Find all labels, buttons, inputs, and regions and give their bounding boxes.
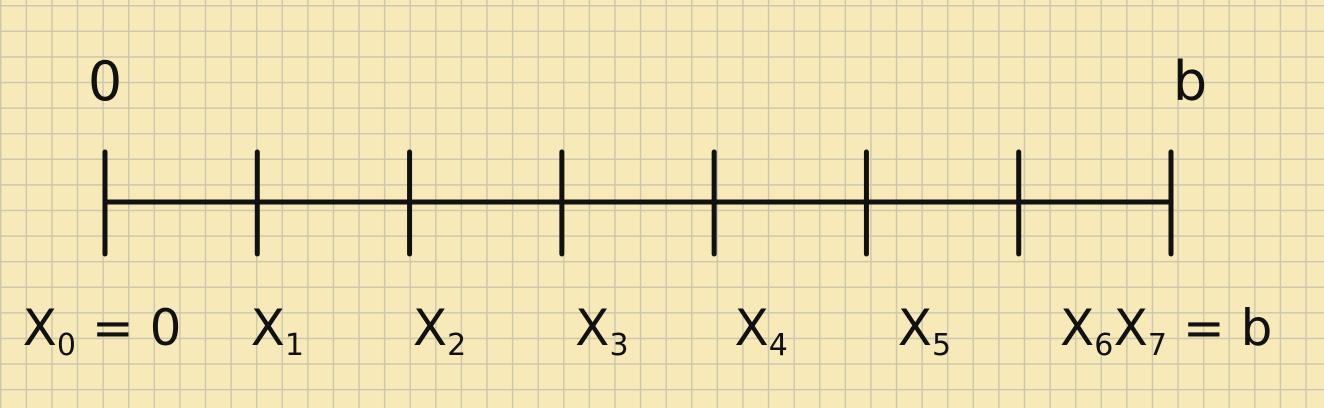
tick-marks	[102, 149, 1174, 257]
label-x2-subscript: 2	[447, 328, 466, 363]
label-x4-subscript: 4	[769, 328, 788, 363]
label-x2: X2	[413, 299, 466, 363]
label-x3-name: X	[575, 299, 609, 357]
label-x6-subscript: 6	[1094, 328, 1113, 363]
label-x4: X4	[734, 299, 787, 363]
label-x7-name: X	[1114, 299, 1148, 357]
label-x2-name: X	[413, 299, 447, 357]
label-x5-subscript: 5	[932, 328, 951, 363]
label-x0: X0 = 0	[23, 299, 182, 363]
label-x6-name: X	[1060, 299, 1094, 357]
label-x3: X3	[575, 299, 628, 363]
label-x0-name: X	[23, 299, 57, 357]
label-x1-name: X	[251, 299, 285, 357]
label-x0-subscript: 0	[57, 328, 76, 363]
right-endpoint-label: b	[1173, 50, 1207, 113]
label-x7-subscript: 7	[1148, 328, 1167, 363]
label-x6: X6	[1060, 299, 1113, 363]
label-x4-name: X	[734, 299, 768, 357]
point-labels: X0 = 0 X1 X2 X3 X4 X5 X6 X7 = b	[23, 299, 1273, 363]
left-endpoint-label: 0	[88, 50, 122, 113]
label-x1: X1	[251, 299, 304, 363]
label-x7: X7 = b	[1114, 299, 1273, 363]
label-x0-suffix: = 0	[76, 299, 182, 357]
label-x1-subscript: 1	[285, 328, 304, 363]
label-x5-name: X	[898, 299, 932, 357]
label-x5: X5	[898, 299, 951, 363]
label-x7-suffix: = b	[1167, 299, 1272, 357]
label-x3-subscript: 3	[609, 328, 628, 363]
